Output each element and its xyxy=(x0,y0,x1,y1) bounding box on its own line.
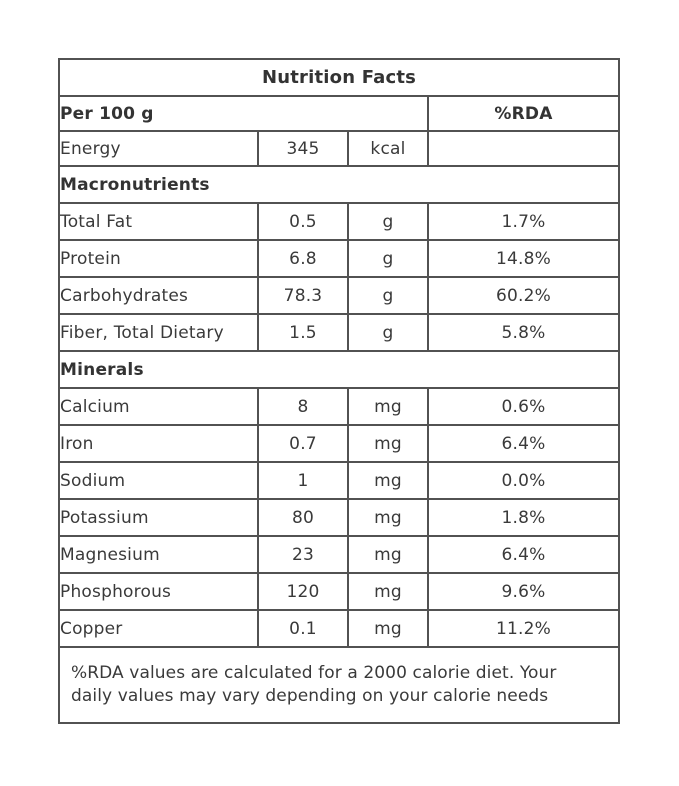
energy-row: Energy 345 kcal xyxy=(58,130,621,167)
nutrient-unit: mg xyxy=(347,572,429,611)
nutrient-value: 23 xyxy=(257,535,349,574)
nutrient-rda xyxy=(426,130,621,167)
nutrient-rda: 11.2% xyxy=(426,609,621,648)
nutrient-row: Protein 6.8 g 14.8% xyxy=(58,239,621,278)
nutrient-row: Copper 0.1 mg 11.2% xyxy=(58,609,621,648)
nutrient-unit: mg xyxy=(347,424,429,463)
nutrient-unit: g xyxy=(347,276,429,315)
footnote-text: %RDA values are calculated for a 2000 ca… xyxy=(71,663,557,706)
section-heading-row: Minerals xyxy=(57,350,621,389)
nutrient-rda: 9.6% xyxy=(426,572,621,611)
nutrient-unit: mg xyxy=(347,498,429,537)
nutrient-name: Protein xyxy=(58,239,259,278)
nutrient-row: Carbohydrates 78.3 g 60.2% xyxy=(58,276,621,315)
nutrient-name: Phosphorous xyxy=(58,572,259,611)
nutrition-facts-table: Nutrition Facts Per 100 g %RDA Energy 34… xyxy=(57,58,621,724)
nutrient-name: Carbohydrates xyxy=(58,276,259,315)
nutrient-row: Sodium 1 mg 0.0% xyxy=(58,461,621,500)
nutrient-unit: kcal xyxy=(347,130,429,167)
nutrient-value: 1 xyxy=(257,461,349,500)
serving-size-header: Per 100 g xyxy=(58,95,429,132)
nutrient-row: Total Fat 0.5 g 1.7% xyxy=(58,202,621,241)
nutrient-row: Phosphorous 120 mg 9.6% xyxy=(58,572,621,611)
section-heading: Minerals xyxy=(57,350,621,389)
nutrient-unit: g xyxy=(347,313,429,352)
column-header-row: Per 100 g %RDA xyxy=(58,95,621,132)
nutrient-value: 0.7 xyxy=(257,424,349,463)
title-row: Nutrition Facts xyxy=(57,58,621,97)
nutrient-rda: 6.4% xyxy=(426,424,621,463)
nutrient-unit: mg xyxy=(347,609,429,648)
nutrient-name: Iron xyxy=(58,424,259,463)
nutrient-rda: 0.6% xyxy=(426,387,621,426)
nutrient-name: Total Fat xyxy=(58,202,259,241)
nutrient-row: Calcium 8 mg 0.6% xyxy=(58,387,621,426)
footnote-row: %RDA values are calculated for a 2000 ca… xyxy=(57,646,621,724)
nutrient-unit: mg xyxy=(347,535,429,574)
nutrient-unit: mg xyxy=(347,387,429,426)
nutrient-name: Sodium xyxy=(58,461,259,500)
nutrient-value: 1.5 xyxy=(257,313,349,352)
nutrient-row: Fiber, Total Dietary 1.5 g 5.8% xyxy=(58,313,621,352)
nutrient-unit: g xyxy=(347,239,429,278)
nutrient-name: Magnesium xyxy=(58,535,259,574)
section-heading-row: Macronutrients xyxy=(57,165,621,204)
nutrient-unit: g xyxy=(347,202,429,241)
nutrient-value: 8 xyxy=(257,387,349,426)
nutrient-row: Magnesium 23 mg 6.4% xyxy=(58,535,621,574)
nutrient-name: Fiber, Total Dietary xyxy=(58,313,259,352)
nutrient-rda: 1.8% xyxy=(426,498,621,537)
nutrient-rda: 5.8% xyxy=(426,313,621,352)
nutrient-rda: 14.8% xyxy=(426,239,621,278)
table-title: Nutrition Facts xyxy=(57,58,621,97)
nutrient-name: Energy xyxy=(58,130,259,167)
rda-column-header: %RDA xyxy=(426,95,621,132)
nutrient-name: Calcium xyxy=(58,387,259,426)
nutrient-unit: mg xyxy=(347,461,429,500)
nutrient-value: 6.8 xyxy=(257,239,349,278)
nutrient-rda: 1.7% xyxy=(426,202,621,241)
nutrient-rda: 6.4% xyxy=(426,535,621,574)
nutrient-rda: 60.2% xyxy=(426,276,621,315)
nutrient-name: Potassium xyxy=(58,498,259,537)
nutrient-value: 345 xyxy=(257,130,349,167)
nutrient-name: Copper xyxy=(58,609,259,648)
nutrient-value: 120 xyxy=(257,572,349,611)
nutrient-value: 0.5 xyxy=(257,202,349,241)
nutrient-row: Potassium 80 mg 1.8% xyxy=(58,498,621,537)
nutrient-value: 78.3 xyxy=(257,276,349,315)
nutrient-sections: Macronutrients Total Fat 0.5 g 1.7% Protein 6.… xyxy=(57,165,621,648)
nutrient-rda: 0.0% xyxy=(426,461,621,500)
nutrient-value: 0.1 xyxy=(257,609,349,648)
nutrient-value: 80 xyxy=(257,498,349,537)
section-heading: Macronutrients xyxy=(57,165,621,204)
nutrient-row: Iron 0.7 mg 6.4% xyxy=(58,424,621,463)
